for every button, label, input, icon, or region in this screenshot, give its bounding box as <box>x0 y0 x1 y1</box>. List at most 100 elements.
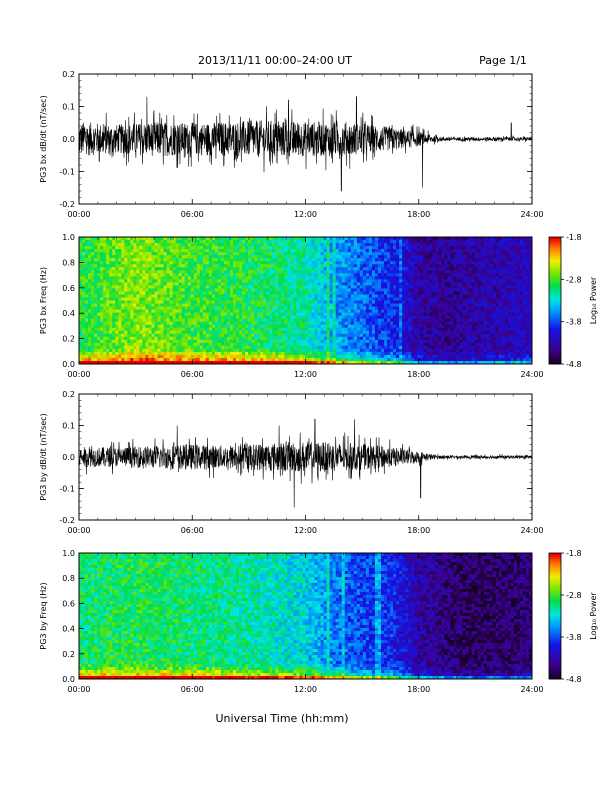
heatmap-cell <box>405 301 408 304</box>
heatmap-cell <box>251 307 254 310</box>
heatmap-cell <box>266 282 269 285</box>
heatmap-cell <box>118 325 121 328</box>
heatmap-cell <box>170 261 173 264</box>
heatmap-cell <box>203 252 206 255</box>
heatmap-cell <box>351 313 354 316</box>
heatmap-cell <box>185 282 188 285</box>
heatmap-cell <box>227 340 230 343</box>
heatmap-cell <box>417 249 420 252</box>
heatmap-cell <box>248 252 251 255</box>
heatmap-cell <box>318 282 321 285</box>
heatmap-cell <box>309 243 312 246</box>
heatmap-cell <box>290 343 293 346</box>
heatmap-cell <box>426 337 429 340</box>
heatmap-cell <box>139 264 142 267</box>
heatmap-cell <box>233 270 236 273</box>
heatmap-cell <box>354 288 357 291</box>
heatmap-cell <box>248 249 251 252</box>
heatmap-cell <box>384 282 387 285</box>
heatmap-cell <box>179 273 182 276</box>
heatmap-cell <box>209 316 212 319</box>
heatmap-cell <box>209 340 212 343</box>
heatmap-cell <box>287 349 290 352</box>
heatmap-cell <box>200 246 203 249</box>
heatmap-cell <box>348 304 351 307</box>
heatmap-cell <box>230 301 233 304</box>
heatmap-cell <box>121 261 124 264</box>
heatmap-cell <box>203 304 206 307</box>
heatmap-cell <box>203 343 206 346</box>
heatmap-cell <box>287 358 290 361</box>
heatmap-cell <box>127 258 130 261</box>
heatmap-cell <box>281 297 284 300</box>
heatmap-cell <box>318 328 321 331</box>
heatmap-cell <box>330 267 333 270</box>
heatmap-cell <box>327 249 330 252</box>
heatmap-cell <box>218 304 221 307</box>
heatmap-cell <box>372 252 375 255</box>
heatmap-cell <box>306 355 309 358</box>
heatmap-cell <box>351 346 354 349</box>
heatmap-cell <box>176 310 179 313</box>
heatmap-cell <box>197 316 200 319</box>
heatmap-cell <box>133 294 136 297</box>
heatmap-cell <box>302 246 305 249</box>
heatmap-cell <box>390 337 393 340</box>
heatmap-cell <box>387 349 390 352</box>
heatmap-cell <box>272 301 275 304</box>
heatmap-cell <box>272 264 275 267</box>
heatmap-cell <box>284 291 287 294</box>
heatmap-cell <box>221 349 224 352</box>
heatmap-cell <box>200 270 203 273</box>
heatmap-cell <box>236 267 239 270</box>
heatmap-cell <box>429 246 432 249</box>
heatmap-cell <box>167 237 170 240</box>
heatmap-cell <box>212 343 215 346</box>
heatmap-cell <box>179 340 182 343</box>
heatmap-cell <box>236 355 239 358</box>
heatmap-cell <box>342 255 345 258</box>
heatmap-cell <box>333 258 336 261</box>
heatmap-cell <box>399 349 402 352</box>
heatmap-cell <box>191 337 194 340</box>
heatmap-cell <box>309 288 312 291</box>
heatmap-cell <box>351 340 354 343</box>
heatmap-cell <box>236 325 239 328</box>
heatmap-cell <box>109 237 112 240</box>
heatmap-cell <box>396 285 399 288</box>
heatmap-cell <box>257 334 260 337</box>
heatmap-cell <box>263 240 266 243</box>
heatmap-cell <box>336 237 339 240</box>
heatmap-cell <box>194 328 197 331</box>
heatmap-cell <box>200 267 203 270</box>
heatmap-cell <box>130 255 133 258</box>
heatmap-cell <box>97 310 100 313</box>
heatmap-cell <box>375 352 378 355</box>
heatmap-cell <box>309 304 312 307</box>
heatmap-cell <box>287 340 290 343</box>
heatmap-cell <box>423 237 426 240</box>
heatmap-cell <box>230 279 233 282</box>
heatmap-cell <box>339 325 342 328</box>
heatmap-cell <box>182 325 185 328</box>
heatmap-cell <box>218 358 221 361</box>
heatmap-cell <box>203 328 206 331</box>
heatmap-cell <box>372 267 375 270</box>
heatmap-cell <box>245 240 248 243</box>
heatmap-cell <box>299 273 302 276</box>
heatmap-cell <box>79 322 82 325</box>
heatmap-cell <box>366 285 369 288</box>
heatmap-cell <box>384 240 387 243</box>
heatmap-cell <box>411 355 414 358</box>
heatmap-cell <box>333 355 336 358</box>
heatmap-cell <box>103 294 106 297</box>
heatmap-cell <box>426 255 429 258</box>
y-tick-label: 0.2 <box>62 70 75 79</box>
heatmap-cell <box>118 343 121 346</box>
heatmap-cell <box>161 355 164 358</box>
heatmap-cell <box>381 346 384 349</box>
heatmap-cell <box>306 276 309 279</box>
heatmap-cell <box>287 264 290 267</box>
heatmap-cell <box>251 358 254 361</box>
heatmap-cell <box>411 270 414 273</box>
